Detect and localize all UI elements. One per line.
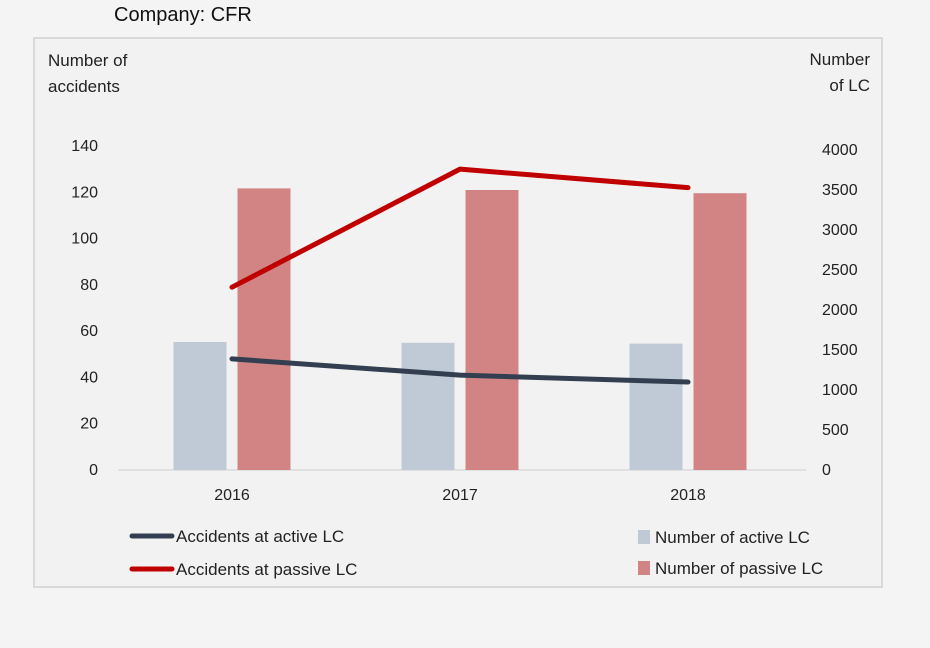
left-axis-ticks: 0 20 40 60 80 100 120 140 — [71, 138, 98, 479]
bar-number-of-active-lc — [173, 342, 227, 470]
bar-number-of-passive-lc — [465, 190, 519, 470]
right-tick-label: 0 — [822, 462, 831, 479]
left-tick-label: 0 — [89, 462, 98, 479]
legend-label: Number of active LC — [655, 528, 810, 547]
right-tick-label: 2500 — [822, 262, 858, 279]
left-tick-label: 120 — [71, 184, 98, 201]
right-tick-label: 2000 — [822, 302, 858, 319]
legend: Accidents at active LC Accidents at passi… — [129, 527, 823, 579]
x-tick-label: 2018 — [670, 487, 706, 504]
legend-label: Number of passive LC — [655, 559, 823, 578]
right-axis-ticks: 0 500 1000 1500 2000 2500 3000 3500 4000 — [822, 142, 858, 479]
right-tick-label: 500 — [822, 422, 849, 439]
x-tick-label: 2017 — [442, 487, 478, 504]
legend-label: Accidents at active LC — [176, 527, 344, 546]
left-tick-label: 100 — [71, 231, 98, 248]
left-axis-label: Number of accidents — [48, 51, 128, 96]
legend-bar-swatch — [638, 530, 650, 544]
line-accidents-at-passive-lc — [229, 166, 691, 290]
bar-number-of-active-lc — [629, 343, 683, 470]
right-tick-label: 1500 — [822, 342, 858, 359]
line-accidents-at-active-lc — [229, 356, 691, 385]
bar-number-of-passive-lc — [693, 193, 747, 470]
legend-bar-swatch — [638, 561, 650, 575]
series-lines — [229, 166, 691, 385]
right-axis-label: Number of LC — [810, 50, 871, 95]
right-axis-label-line: of LC — [829, 76, 870, 95]
left-tick-label: 20 — [80, 416, 98, 433]
right-axis-label-line: Number — [810, 50, 871, 69]
left-tick-label: 60 — [80, 323, 98, 340]
right-tick-label: 1000 — [822, 382, 858, 399]
right-tick-label: 3000 — [822, 222, 858, 239]
chart-title: Company: CFR — [114, 4, 252, 26]
legend-label: Accidents at passive LC — [176, 560, 357, 579]
left-tick-label: 80 — [80, 277, 98, 294]
right-tick-label: 4000 — [822, 142, 858, 159]
x-tick-label: 2016 — [214, 487, 250, 504]
left-tick-label: 40 — [80, 369, 98, 386]
bar-number-of-passive-lc — [237, 188, 291, 470]
x-axis-ticks: 2016 2017 2018 — [214, 487, 706, 504]
bars — [173, 188, 747, 470]
bar-number-of-active-lc — [401, 342, 455, 470]
left-axis-label-line: accidents — [48, 77, 120, 96]
left-tick-label: 140 — [71, 138, 98, 155]
right-tick-label: 3500 — [822, 182, 858, 199]
left-axis-label-line: Number of — [48, 51, 128, 70]
